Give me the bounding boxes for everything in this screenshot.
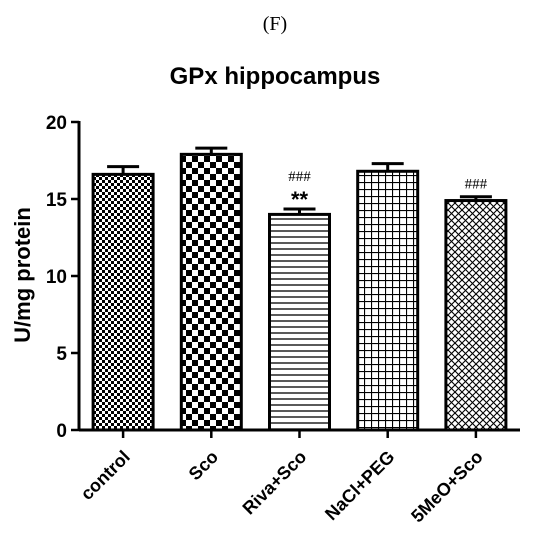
bar-5meo-sco bbox=[444, 199, 508, 432]
bar-nacl-peg bbox=[356, 169, 420, 432]
x-tick-label: control bbox=[77, 447, 134, 504]
bar-riva-sco bbox=[268, 212, 331, 432]
panel-label: (F) bbox=[263, 13, 287, 35]
y-tick-label: 15 bbox=[46, 190, 68, 211]
x-tick-label: Riva+Sco bbox=[239, 447, 311, 519]
x-tick-label: Sco bbox=[185, 447, 222, 484]
annotations-layer: ** ### ### bbox=[288, 169, 487, 212]
y-tick-label: 10 bbox=[46, 267, 67, 288]
error-bars-layer bbox=[107, 146, 492, 215]
chart-title: GPx hippocampus bbox=[170, 63, 381, 90]
y-ticks-layer: 0 5 10 15 20 bbox=[46, 113, 79, 442]
bar-control bbox=[91, 172, 155, 432]
x-tick-label: 5MeO+Sco bbox=[407, 447, 487, 527]
significance-stars: ** bbox=[291, 187, 309, 212]
y-tick-label: 5 bbox=[56, 344, 67, 365]
y-tick-label: 20 bbox=[46, 113, 67, 134]
significance-hashes: ### bbox=[465, 177, 488, 193]
y-axis-label: U/mg protein bbox=[10, 207, 35, 343]
x-tick-label: NaCl+PEG bbox=[321, 447, 398, 524]
x-ticks-layer: control Sco Riva+Sco NaCl+PEG 5MeO+Sco bbox=[77, 430, 487, 526]
significance-hashes: ### bbox=[288, 169, 311, 185]
y-tick-label: 0 bbox=[56, 421, 67, 442]
bar-sco bbox=[179, 152, 243, 432]
